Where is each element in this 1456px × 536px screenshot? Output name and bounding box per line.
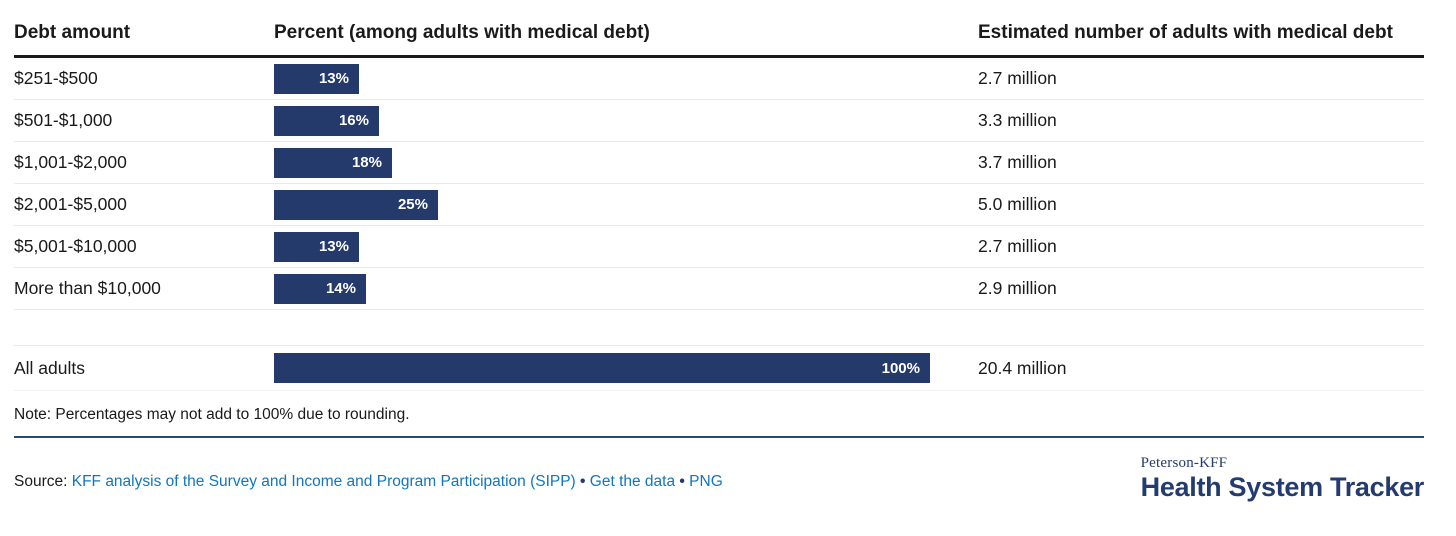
table-row: $2,001-$5,000 25% 5.0 million xyxy=(14,184,1424,226)
column-header-estimated: Estimated number of adults with medical … xyxy=(978,22,1393,43)
get-the-data-link[interactable]: Get the data xyxy=(589,473,676,490)
adults-count-value: 2.9 million xyxy=(978,278,1057,298)
percent-bar-cell: 13% xyxy=(274,63,978,94)
table-row: $501-$1,000 16% 3.3 million xyxy=(14,100,1424,142)
percent-bar: 18% xyxy=(274,147,392,178)
adults-count-value: 5.0 million xyxy=(978,194,1057,214)
debt-range-label: More than $10,000 xyxy=(14,278,161,298)
adults-count-value: 2.7 million xyxy=(978,68,1057,88)
percent-bar: 13% xyxy=(274,63,359,94)
table-header-row: Debt amount Percent (among adults with m… xyxy=(14,0,1424,58)
source-analysis-link[interactable]: KFF analysis of the Survey and Income an… xyxy=(71,473,576,490)
percent-bar: 13% xyxy=(274,231,359,262)
adults-count-value: 20.4 million xyxy=(978,357,1067,378)
bullet-separator: • xyxy=(580,473,586,490)
logo-peterson-kff-text: Peterson-KFF xyxy=(1140,455,1228,471)
adults-count-value: 3.7 million xyxy=(978,152,1057,172)
table-row: $5,001-$10,000 13% 2.7 million xyxy=(14,226,1424,268)
source-line: Source: KFF analysis of the Survey and I… xyxy=(14,471,723,493)
debt-range-label: $5,001-$10,000 xyxy=(14,236,137,256)
peterson-kff-logo: Peterson-KFF Health System Tracker xyxy=(1140,450,1425,502)
debt-range-label: $2,001-$5,000 xyxy=(14,194,127,214)
spacer-row xyxy=(14,310,1424,346)
column-header-debt-amount: Debt amount xyxy=(14,22,131,43)
table-row-total: All adults 100% 20.4 million xyxy=(14,346,1424,391)
footer: Source: KFF analysis of the Survey and I… xyxy=(14,450,1424,501)
percent-bar: 14% xyxy=(274,273,366,304)
adults-count-value: 2.7 million xyxy=(978,236,1057,256)
bullet-separator: • xyxy=(679,473,685,490)
source-prefix: Source: xyxy=(14,473,68,490)
percent-bar-cell: 16% xyxy=(274,105,978,136)
percent-bar: 16% xyxy=(274,105,379,136)
column-header-percent: Percent (among adults with medical debt) xyxy=(274,22,650,43)
percent-bar: 100% xyxy=(274,353,930,383)
table-row: More than $10,000 14% 2.9 million xyxy=(14,268,1424,310)
png-download-link[interactable]: PNG xyxy=(689,473,723,490)
percent-bar-cell: 100% xyxy=(274,353,978,383)
table-row: $1,001-$2,000 18% 3.7 million xyxy=(14,142,1424,184)
debt-range-label: $501-$1,000 xyxy=(14,110,113,130)
percent-bar-cell: 25% xyxy=(274,189,978,220)
table-row: $251-$500 13% 2.7 million xyxy=(14,58,1424,100)
percent-bar: 25% xyxy=(274,189,438,220)
debt-range-label: All adults xyxy=(14,357,86,378)
percent-bar-cell: 18% xyxy=(274,147,978,178)
percent-bar-cell: 13% xyxy=(274,231,978,262)
debt-range-label: $251-$500 xyxy=(14,68,98,88)
debt-range-label: $1,001-$2,000 xyxy=(14,152,127,172)
logo-health-system-tracker-text: Health System Tracker xyxy=(1140,472,1425,502)
adults-count-value: 3.3 million xyxy=(978,110,1057,130)
footnote: Note: Percentages may not add to 100% du… xyxy=(14,404,1424,438)
percent-bar-cell: 14% xyxy=(274,273,978,304)
